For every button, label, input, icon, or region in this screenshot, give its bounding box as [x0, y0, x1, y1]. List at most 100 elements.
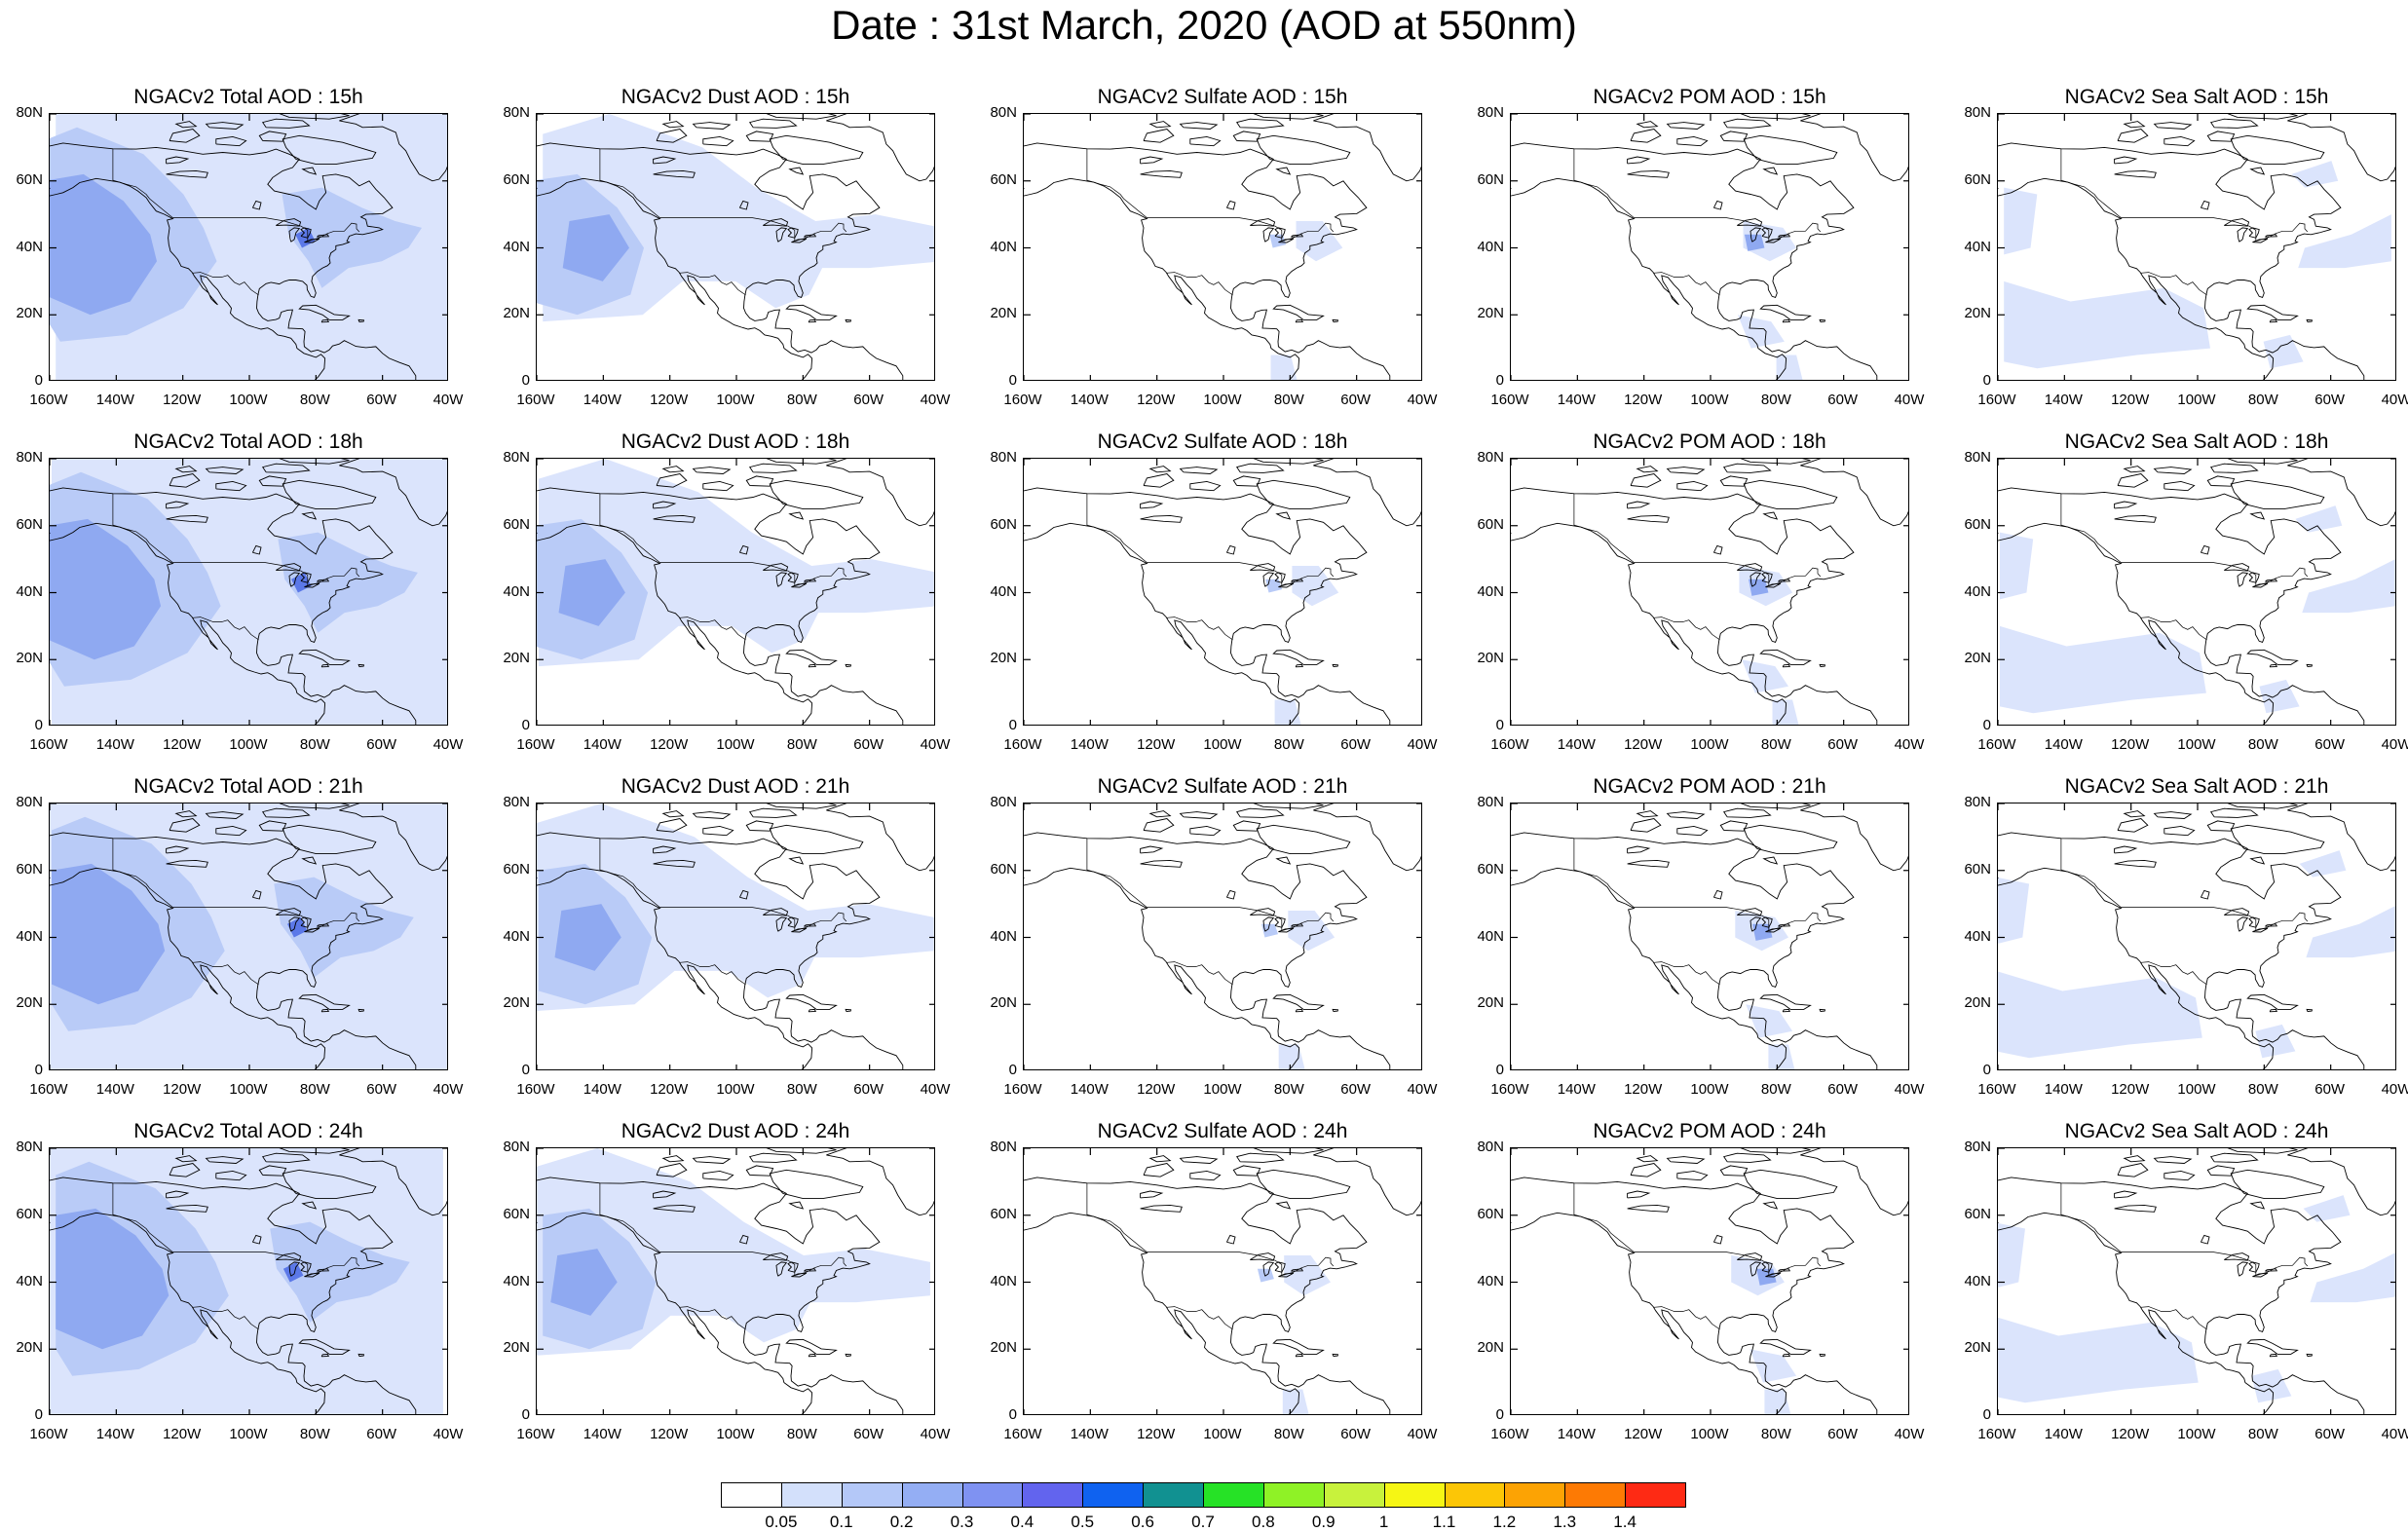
aod-field [562, 214, 629, 281]
colorbar-label: 0.3 [950, 1513, 974, 1531]
lat-tick-label: 40N [990, 238, 1017, 255]
lon-tick-label: 80W [2247, 392, 2278, 408]
aod-field [2298, 214, 2391, 269]
lon-tick-label: 60W [366, 1426, 397, 1442]
lon-tick-label: 100W [229, 1081, 268, 1098]
panel-title: NGACv2 Total AOD : 15h [133, 86, 363, 108]
coastline [1998, 114, 2395, 380]
lat-tick-label: 40N [503, 927, 530, 945]
lon-tick-label: 60W [2314, 1081, 2346, 1098]
lon-tick-label: 40W [920, 736, 951, 753]
lat-tick-label: 0 [1495, 372, 1504, 389]
coastline [1024, 803, 1421, 1069]
axis-ticks [1511, 1148, 1908, 1414]
lon-tick-label: 100W [716, 1081, 755, 1098]
lat-tick-label: 80N [990, 449, 1017, 466]
lon-tick-label: 100W [1203, 736, 1242, 753]
lat-tick-label: 20N [990, 994, 1017, 1012]
aod-map [1023, 803, 1422, 1070]
lat-tick-label: 20N [990, 305, 1017, 322]
lon-tick-label: 120W [2111, 392, 2150, 408]
map-panel: NGACv2 Sulfate AOD : 15h 80N 60N 40N 20N 0 160… [974, 86, 1461, 417]
lon-tick-label: 80W [2247, 736, 2278, 753]
lat-tick-label: 80N [16, 104, 43, 121]
lon-tick-label: 120W [650, 736, 689, 753]
colorbar-label: 0.1 [829, 1513, 853, 1531]
colorbar-label: 0.6 [1131, 1513, 1154, 1531]
aod-field [554, 904, 621, 971]
aod-field [1752, 923, 1773, 941]
panel-title: NGACv2 Total AOD : 21h [133, 775, 363, 798]
lat-tick-label: 40N [16, 582, 43, 600]
map-panel: NGACv2 POM AOD : 15h 80N 60N 40N 20N 0 160W 140… [1461, 86, 1948, 417]
lon-tick-label: 140W [583, 1426, 621, 1442]
aod-field [50, 173, 157, 316]
lat-tick-label: 0 [1008, 1406, 1017, 1423]
aod-field [2299, 850, 2347, 878]
map-panel: NGACv2 Total AOD : 18h 80N 60N 40N 20N 0 160W 1… [0, 430, 487, 762]
lon-tick-label: 120W [650, 1426, 689, 1442]
lat-tick-label: 40N [1477, 1272, 1504, 1289]
lat-tick-label: 80N [990, 1139, 1017, 1155]
axis-ticks [1024, 803, 1421, 1069]
panel-title: NGACv2 Dust AOD : 21h [621, 775, 850, 798]
lon-tick-label: 100W [229, 736, 268, 753]
lon-tick-label: 120W [1137, 392, 1176, 408]
lon-tick-label: 80W [1760, 392, 1791, 408]
aod-field [1270, 355, 1298, 380]
lon-tick-label: 60W [366, 736, 397, 753]
panel-title: NGACv2 POM AOD : 18h [1593, 430, 1826, 453]
lon-tick-label: 40W [1407, 392, 1438, 408]
aod-field [2295, 505, 2343, 533]
lon-tick-label: 140W [95, 392, 134, 408]
lon-tick-label: 100W [1690, 1081, 1729, 1098]
aod-field [1738, 315, 1785, 349]
colorbar-cell [961, 1482, 1024, 1508]
aod-field [1292, 566, 1339, 607]
map-panel: NGACv2 Total AOD : 24h 80N 60N 40N 20N 0 160W 1… [0, 1120, 487, 1451]
lon-tick-label: 40W [920, 1426, 951, 1442]
lat-tick-label: 60N [16, 515, 43, 533]
panel-title: NGACv2 Total AOD : 18h [133, 430, 363, 453]
aod-map [1510, 1147, 1909, 1415]
lon-tick-label: 140W [583, 392, 621, 408]
aod-field [1284, 1255, 1331, 1296]
colorbar-cell [1323, 1482, 1385, 1508]
panel-title: NGACv2 POM AOD : 21h [1593, 775, 1826, 798]
lat-tick-label: 60N [1964, 860, 1991, 878]
lat-tick-label: 80N [1477, 104, 1504, 121]
lat-tick-label: 80N [1964, 794, 1991, 810]
lon-tick-label: 80W [786, 1426, 817, 1442]
coastline [537, 459, 934, 725]
aod-field [2303, 1195, 2351, 1222]
lon-tick-label: 120W [163, 1426, 202, 1442]
aod-map [536, 1147, 935, 1415]
lat-tick-label: 0 [521, 372, 530, 389]
colorbar-label: 1.1 [1432, 1513, 1456, 1531]
colorbar-label: 0.9 [1311, 1513, 1336, 1531]
axis-ticks [1511, 114, 1908, 380]
lon-tick-label: 120W [650, 392, 689, 408]
lat-tick-label: 20N [16, 650, 43, 667]
lat-tick-label: 0 [1982, 1406, 1991, 1423]
lon-tick-label: 140W [95, 736, 134, 753]
lat-tick-label: 20N [1477, 305, 1504, 322]
lat-tick-label: 40N [1964, 582, 1991, 600]
lon-tick-label: 160W [1003, 1426, 1042, 1442]
lat-tick-label: 20N [1964, 305, 1991, 322]
aod-field [2251, 1368, 2292, 1403]
aod-map [1023, 458, 1422, 726]
coastline [537, 114, 934, 380]
lat-tick-label: 40N [1964, 927, 1991, 945]
aod-field [2000, 532, 2034, 600]
lon-tick-label: 140W [2044, 736, 2083, 753]
aod-field [282, 1261, 304, 1283]
lat-tick-label: 40N [1477, 582, 1504, 600]
lon-tick-label: 160W [1490, 392, 1529, 408]
aod-field [274, 877, 414, 978]
aod-map [49, 113, 448, 381]
lon-tick-label: 160W [1977, 736, 2016, 753]
lon-tick-label: 120W [1624, 392, 1663, 408]
lon-tick-label: 60W [853, 736, 884, 753]
lon-tick-label: 140W [1070, 392, 1109, 408]
